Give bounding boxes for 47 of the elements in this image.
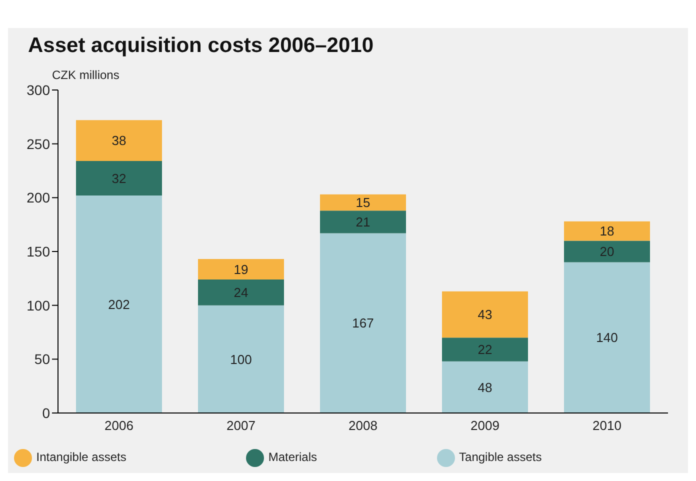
y-tick-label: 250 (26, 136, 50, 152)
data-label: 18 (600, 224, 614, 239)
bar (564, 221, 650, 241)
data-label: 15 (356, 195, 370, 210)
y-tick-label: 150 (26, 243, 50, 260)
bar (442, 361, 528, 413)
x-tick-label: 2008 (348, 418, 378, 434)
bar (76, 120, 162, 162)
data-label: 38 (112, 133, 126, 148)
data-label: 19 (234, 262, 248, 277)
x-tick-label: 2009 (470, 418, 500, 434)
x-tick-label: 2006 (104, 418, 134, 434)
bar (198, 259, 284, 280)
data-label: 22 (478, 342, 492, 358)
legend-label: Tangible assets (459, 450, 542, 464)
bar (76, 196, 162, 413)
bar (564, 240, 650, 262)
bar (442, 291, 528, 338)
y-tick-label: 300 (26, 82, 50, 98)
bar (564, 262, 650, 413)
y-tick-label: 50 (34, 351, 50, 368)
chart-title: Asset acquisition costs 2006–2010 (27, 33, 375, 58)
y-axis-title: CZK millions (51, 67, 120, 82)
y-tick-label: 200 (26, 190, 50, 206)
data-label: 48 (478, 380, 492, 395)
x-tick-label: 2007 (226, 418, 256, 434)
data-label: 100 (230, 352, 252, 367)
data-label: 32 (112, 170, 126, 186)
data-label: 24 (234, 285, 248, 300)
data-label: 43 (478, 307, 492, 322)
bar (442, 338, 528, 362)
y-tick-label: 100 (26, 297, 50, 314)
bar (320, 210, 406, 234)
data-label: 167 (352, 316, 374, 331)
data-label: 140 (596, 330, 618, 346)
bar (76, 161, 162, 196)
data-label: 202 (108, 296, 130, 312)
y-tick-label: 0 (42, 404, 50, 421)
bar (320, 194, 406, 211)
legend-label: Materials (268, 450, 318, 464)
x-tick-label: 2010 (592, 418, 622, 434)
bar (198, 305, 284, 413)
data-label: 21 (356, 214, 370, 230)
legend-label: Intangible assets (36, 450, 126, 464)
bar (320, 233, 406, 413)
bar (198, 279, 284, 306)
data-label: 20 (600, 244, 614, 260)
